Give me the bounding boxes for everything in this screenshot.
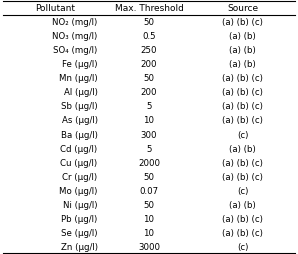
Text: (a) (b): (a) (b) [229,32,256,41]
Text: Cr (μg/l): Cr (μg/l) [63,172,98,181]
Text: (c): (c) [237,130,248,139]
Text: 10: 10 [144,228,154,237]
Text: Se (μg/l): Se (μg/l) [61,228,98,237]
Text: Pollutant: Pollutant [35,4,76,13]
Text: (a) (b): (a) (b) [229,60,256,69]
Text: (a) (b): (a) (b) [229,46,256,55]
Text: (c): (c) [237,186,248,195]
Text: (a) (b) (c): (a) (b) (c) [222,228,263,237]
Text: Cu (μg/l): Cu (μg/l) [60,158,98,167]
Text: 200: 200 [141,88,157,97]
Text: 0.5: 0.5 [142,32,156,41]
Text: Al (μg/l): Al (μg/l) [64,88,98,97]
Text: (a) (b): (a) (b) [229,144,256,153]
Text: 10: 10 [144,116,154,125]
Text: (a) (b) (c): (a) (b) (c) [222,18,263,27]
Text: Pb (μg/l): Pb (μg/l) [61,214,98,223]
Text: 0.07: 0.07 [139,186,159,195]
Text: (a) (b) (c): (a) (b) (c) [222,88,263,97]
Text: Source: Source [227,4,258,13]
Text: (a) (b) (c): (a) (b) (c) [222,158,263,167]
Text: (a) (b) (c): (a) (b) (c) [222,116,263,125]
Text: 3000: 3000 [138,242,160,251]
Text: (a) (b) (c): (a) (b) (c) [222,102,263,111]
Text: 5: 5 [146,102,152,111]
Text: 50: 50 [144,172,154,181]
Text: Ba (μg/l): Ba (μg/l) [61,130,98,139]
Text: Ni (μg/l): Ni (μg/l) [63,200,98,209]
Text: 5: 5 [146,144,152,153]
Text: (a) (b): (a) (b) [229,200,256,209]
Text: SO₄ (mg/l): SO₄ (mg/l) [53,46,98,55]
Text: Sb (μg/l): Sb (μg/l) [61,102,98,111]
Text: Zn (μg/l): Zn (μg/l) [60,242,98,251]
Text: 50: 50 [144,74,154,83]
Text: 300: 300 [141,130,157,139]
Text: 250: 250 [141,46,157,55]
Text: Max. Threshold: Max. Threshold [114,4,184,13]
Text: Mo (μg/l): Mo (μg/l) [59,186,98,195]
Text: NO₂ (mg/l): NO₂ (mg/l) [52,18,98,27]
Text: 200: 200 [141,60,157,69]
Text: (a) (b) (c): (a) (b) (c) [222,172,263,181]
Text: NO₃ (mg/l): NO₃ (mg/l) [52,32,98,41]
Text: (a) (b) (c): (a) (b) (c) [222,214,263,223]
Text: 2000: 2000 [138,158,160,167]
Text: As (μg/l): As (μg/l) [62,116,98,125]
Text: 50: 50 [144,18,154,27]
Text: (c): (c) [237,242,248,251]
Text: (a) (b) (c): (a) (b) (c) [222,74,263,83]
Text: Cd (μg/l): Cd (μg/l) [60,144,98,153]
Text: 50: 50 [144,200,154,209]
Text: 10: 10 [144,214,154,223]
Text: Mn (μg/l): Mn (μg/l) [59,74,98,83]
Text: Fe (μg/l): Fe (μg/l) [62,60,98,69]
